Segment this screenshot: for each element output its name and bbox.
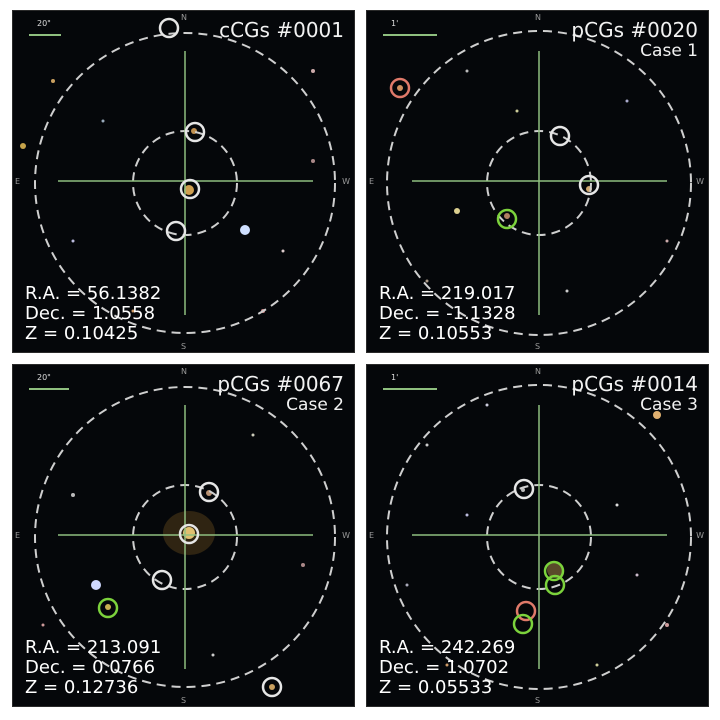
member-galaxy-marker [578,174,600,196]
east-label: E [15,531,21,540]
member-galaxy-marker [513,478,535,500]
dec-value: Dec. = 0.0766 [25,657,156,678]
ra-value: R.A. = 242.269 [379,637,516,658]
coordinates: R.A. = 213.091 Dec. = 0.0766 Z = 0.12736 [25,638,161,698]
member-galaxy-marker [158,17,180,39]
east-label: E [15,177,21,186]
scale-label: 1' [391,19,399,28]
z-value: Z = 0.05533 [379,677,493,698]
south-label: S [181,342,187,351]
north-label: N [535,367,541,376]
panel-subtitle: Case 1 [640,41,698,61]
member-galaxy-marker [178,523,200,545]
panel-subtitle: Case 2 [286,395,344,415]
ra-value: R.A. = 213.091 [25,637,162,658]
north-label: N [181,367,187,376]
coordinates: R.A. = 219.017 Dec. = -1.1328 Z = 0.1055… [379,284,516,344]
sky-image [20,17,336,334]
panel-title: pCGs #0020 [571,18,698,42]
member-galaxy-marker [184,121,206,143]
coordinates: R.A. = 242.269 Dec. = 1.0702 Z = 0.05533 [379,638,515,698]
west-label: W [342,531,350,540]
candidate-galaxy-marker [97,597,119,619]
dec-value: Dec. = 1.0558 [25,303,156,324]
ra-value: R.A. = 56.1382 [25,283,162,304]
foreground-galaxy-marker [389,77,411,99]
south-label: S [535,342,541,351]
outer-radius-circle [386,30,692,336]
member-galaxy-marker [179,178,201,200]
candidate-galaxy-marker [512,613,534,635]
z-value: Z = 0.10553 [379,323,493,344]
scale-label: 20" [37,19,51,28]
coordinates: R.A. = 56.1382 Dec. = 1.0558 Z = 0.10425 [25,284,161,344]
stars [405,403,669,667]
member-galaxy-marker [165,220,187,242]
panel-title: pCGs #0067 [217,372,344,396]
member-galaxy-marker [198,481,220,503]
candidate-galaxy-marker [496,208,518,230]
east-label: E [369,177,375,186]
outer-radius-circle [34,32,336,334]
scale-label: 20" [37,373,51,382]
south-label: S [181,696,187,705]
scale-label: 1' [391,373,399,382]
stars [41,433,305,690]
north-label: N [181,13,187,22]
member-galaxy-marker [151,569,173,591]
outer-radius-circle [386,384,692,690]
stars [20,69,315,313]
panel-pcgs-0067: 20" N S E W pCGs #0067 Case 2 R.A. = 213… [12,364,355,707]
member-galaxy-marker [261,676,283,698]
panel-title: cCGs #0001 [219,18,344,42]
north-label: N [535,13,541,22]
sky-image [383,384,692,690]
west-label: W [696,177,704,186]
member-galaxy-marker [549,125,571,147]
candidate-galaxy-marker [544,574,566,596]
panel-pcgs-0020: 1' N S E W pCGs #0020 Case 1 R.A. = 219.… [366,10,709,353]
foreground-galaxy-marker [515,600,537,622]
dec-value: Dec. = 1.0702 [379,657,510,678]
ra-value: R.A. = 219.017 [379,283,516,304]
west-label: W [696,531,704,540]
candidate-galaxy-marker [543,560,565,582]
east-label: E [369,531,375,540]
z-value: Z = 0.10425 [25,323,139,344]
sky-image [29,386,336,698]
panel-subtitle: Case 3 [640,395,698,415]
sky-image [383,30,692,336]
dec-value: Dec. = -1.1328 [379,303,516,324]
panel-ccgs-0001: 20" N S E W cCGs #0001 R.A. = 56.1382 De… [12,10,355,353]
south-label: S [535,696,541,705]
panel-title: pCGs #0014 [571,372,698,396]
west-label: W [342,177,350,186]
panel-pcgs-0014: 1' N S E W pCGs #0014 Case 3 R.A. = 242.… [366,364,709,707]
z-value: Z = 0.12736 [25,677,139,698]
outer-radius-circle [34,386,336,688]
